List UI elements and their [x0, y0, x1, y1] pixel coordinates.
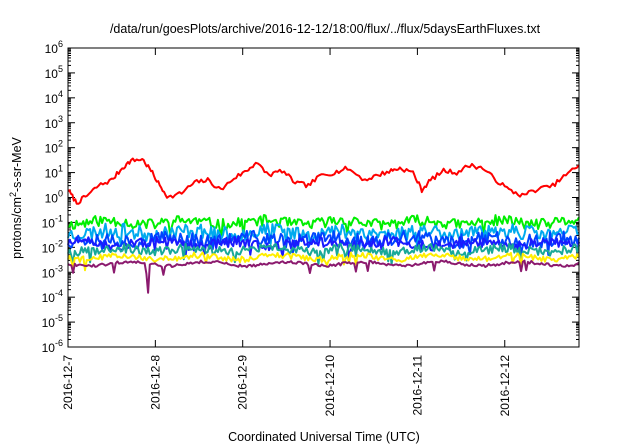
y-tick-label: 10-4: [42, 288, 63, 305]
y-tick-label: 100: [45, 189, 63, 206]
y-tick-label: 10-2: [42, 238, 63, 255]
y-tick-label: 102: [45, 139, 63, 156]
y-tick-label: 10-1: [42, 213, 63, 230]
plot-frame: [67, 47, 580, 348]
y-tick-label: 10-5: [42, 313, 63, 330]
series-line-5: [67, 235, 580, 260]
series-line-1: [67, 157, 580, 205]
series-line-8: [67, 259, 580, 294]
series-line-2: [67, 214, 580, 239]
x-tick-label: 2016-12-9: [236, 355, 250, 410]
x-tick-label: 2016-12-8: [148, 355, 162, 410]
y-tick-label: 103: [45, 114, 63, 131]
y-tick-label: 106: [45, 39, 63, 56]
y-tick-label: 101: [45, 164, 63, 181]
x-tick-label: 2016-12-12: [498, 355, 512, 417]
x-axis-title: Coordinated Universal Time (UTC): [228, 430, 420, 444]
y-tick-label: 10-3: [42, 263, 63, 280]
x-axis-ticks: 2016-12-7 2016-12-8 2016-12-9 2016-12-10 201…: [61, 48, 512, 416]
y-axis-title: protons/cm2-s-sr-MeV: [8, 136, 24, 258]
x-tick-label: 2016-12-7: [61, 355, 75, 410]
y-tick-label: 105: [45, 64, 63, 81]
y-tick-label: 104: [45, 89, 63, 106]
series-layer: [67, 157, 580, 294]
x-tick-label: 2016-12-11: [410, 355, 424, 416]
y-axis-ticks: 10-6 10-5 10-4 10-3 10-2 10-1 100 101 102 103 104 1…: [42, 39, 579, 355]
series-line-7: [67, 251, 580, 272]
chart-title: /data/run/goesPlots/archive/2016-12-12/1…: [110, 22, 541, 36]
x-tick-label: 2016-12-10: [323, 355, 337, 417]
y-tick-label: 10-6: [42, 338, 63, 355]
